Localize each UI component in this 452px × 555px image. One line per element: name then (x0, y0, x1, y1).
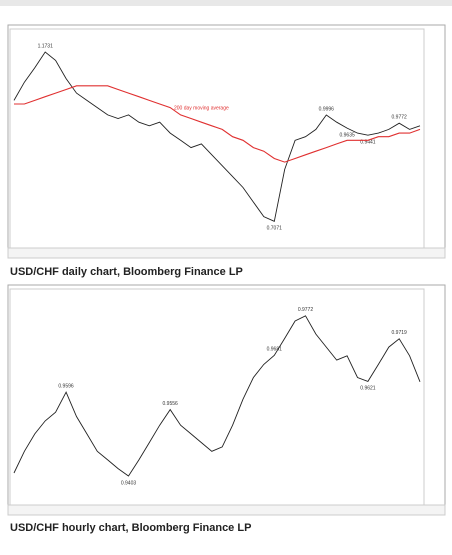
caption: USD/CHF daily chart, Bloomberg Finance L… (10, 266, 243, 278)
value-label: 0.9635 (339, 132, 355, 138)
value-label: 0.9772 (392, 115, 408, 121)
caption: USD/CHF hourly chart, Bloomberg Finance … (10, 522, 251, 534)
value-label: 0.7071 (267, 226, 283, 232)
series-line (13, 51, 421, 222)
value-label: 0.9596 (58, 384, 74, 390)
value-label: 1.1731 (38, 43, 54, 49)
chart-frame (7, 24, 446, 259)
date-strip (7, 504, 446, 516)
value-label: 0.9621 (360, 386, 376, 392)
top-strip (0, 0, 452, 6)
value-label: 0.9772 (298, 307, 314, 313)
series-label: 200 day moving average (174, 105, 229, 111)
value-label: 0.9719 (392, 330, 408, 336)
series-line (13, 315, 421, 477)
value-label: 0.9996 (319, 106, 335, 112)
series-line (14, 85, 421, 163)
value-label: 0.9403 (121, 480, 137, 486)
date-strip (7, 247, 446, 259)
value-label: 0.9441 (360, 140, 376, 146)
chart-frame (7, 284, 446, 516)
value-label: 0.9681 (267, 347, 283, 353)
value-label: 0.9556 (163, 401, 179, 407)
